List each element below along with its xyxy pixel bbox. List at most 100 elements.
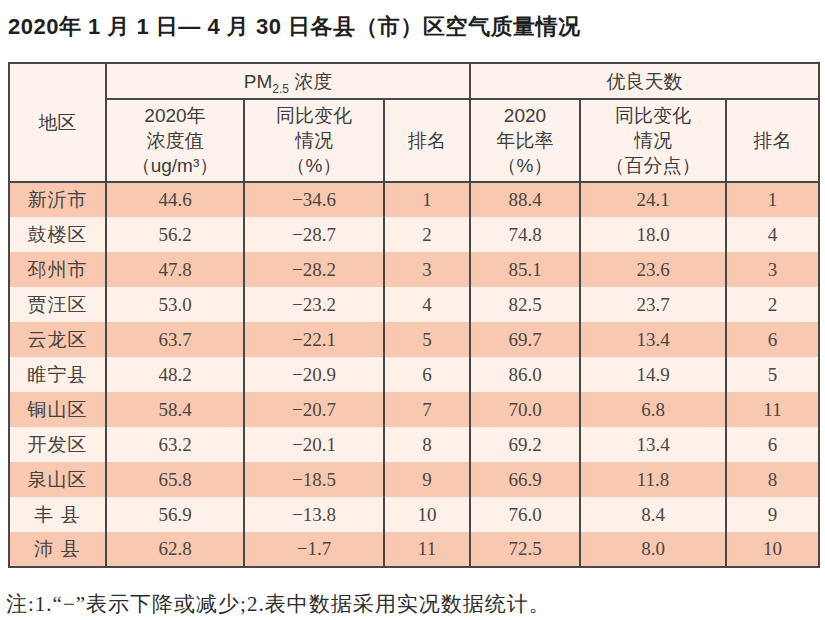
rate-value-cell: 85.1	[470, 252, 580, 287]
pm25-value-cell: 62.8	[106, 532, 244, 567]
pm25-rank-cell: 8	[384, 427, 470, 462]
pm25-value-cell: 56.2	[106, 217, 244, 252]
rate-rank-cell: 6	[726, 427, 819, 462]
rate-change-cell: 23.6	[580, 252, 726, 287]
rate-change-cell: 14.9	[580, 357, 726, 392]
table-row: 邳州市 47.8 −28.2 3 85.1 23.6 3	[9, 252, 819, 287]
rate-rank-cell: 6	[726, 322, 819, 357]
pm25-rank-cell: 10	[384, 497, 470, 532]
table-row: 云龙区 63.7 −22.1 5 69.7 13.4 6	[9, 322, 819, 357]
column-header-rate-change: 同比变化 情况 （百分点）	[580, 99, 726, 182]
rate-change-cell: 8.0	[580, 532, 726, 567]
pm25-rank-cell: 6	[384, 357, 470, 392]
pm25-change-cell: −23.2	[244, 287, 384, 322]
pm25-value-cell: 53.0	[106, 287, 244, 322]
rate-value-cell: 76.0	[470, 497, 580, 532]
rate-change-cell: 24.1	[580, 182, 726, 217]
region-cell: 铜山区	[9, 392, 106, 427]
region-cell: 云龙区	[9, 322, 106, 357]
pm25-label-prefix: PM	[244, 71, 273, 92]
pm25-rank-cell: 5	[384, 322, 470, 357]
region-cell: 新沂市	[9, 182, 106, 217]
table-row: 铜山区 58.4 −20.7 7 70.0 6.8 11	[9, 392, 819, 427]
pm25-rank-cell: 1	[384, 182, 470, 217]
rate-rank-cell: 3	[726, 252, 819, 287]
pm25-rank-cell: 2	[384, 217, 470, 252]
column-header-pm25-rank: 排名	[384, 99, 470, 182]
table-row: 沛 县 62.8 −1.7 11 72.5 8.0 10	[9, 532, 819, 567]
pm25-value-cell: 63.7	[106, 322, 244, 357]
page: 2020年 1 月 1 日— 4 月 30 日各县（市）区空气质量情况 地区 P…	[0, 0, 825, 618]
pm25-value-cell: 48.2	[106, 357, 244, 392]
column-header-pm25-value: 2020年 浓度值 （ug/m³）	[106, 99, 244, 182]
region-cell: 鼓楼区	[9, 217, 106, 252]
rate-change-cell: 8.4	[580, 497, 726, 532]
rate-change-cell: 13.4	[580, 427, 726, 462]
rate-rank-cell: 2	[726, 287, 819, 322]
column-header-pm25-change: 同比变化 情况 （%）	[244, 99, 384, 182]
pm25-label-subscript: 2.5	[272, 81, 289, 95]
column-group-good-days: 优良天数	[470, 63, 819, 99]
table-row: 丰 县 56.9 −13.8 10 76.0 8.4 9	[9, 497, 819, 532]
table-row: 鼓楼区 56.2 −28.7 2 74.8 18.0 4	[9, 217, 819, 252]
region-cell: 开发区	[9, 427, 106, 462]
region-cell: 丰 县	[9, 497, 106, 532]
table-header: 地区 PM2.5 浓度 优良天数 2020年 浓度值 （ug/m³） 同比变化 …	[9, 63, 819, 182]
region-cell: 沛 县	[9, 532, 106, 567]
pm25-value-cell: 65.8	[106, 462, 244, 497]
rate-rank-cell: 8	[726, 462, 819, 497]
pm25-rank-cell: 4	[384, 287, 470, 322]
rate-value-cell: 70.0	[470, 392, 580, 427]
table-row: 开发区 63.2 −20.1 8 69.2 13.4 6	[9, 427, 819, 462]
rate-change-cell: 6.8	[580, 392, 726, 427]
pm25-change-cell: −28.7	[244, 217, 384, 252]
rate-rank-cell: 5	[726, 357, 819, 392]
pm25-change-cell: −28.2	[244, 252, 384, 287]
rate-rank-cell: 9	[726, 497, 819, 532]
table-row: 新沂市 44.6 −34.6 1 88.4 24.1 1	[9, 182, 819, 217]
rate-change-cell: 23.7	[580, 287, 726, 322]
pm25-rank-cell: 3	[384, 252, 470, 287]
rate-change-cell: 13.4	[580, 322, 726, 357]
rate-value-cell: 72.5	[470, 532, 580, 567]
rate-value-cell: 69.2	[470, 427, 580, 462]
pm25-change-cell: −34.6	[244, 182, 384, 217]
rate-value-cell: 66.9	[470, 462, 580, 497]
rate-rank-cell: 11	[726, 392, 819, 427]
column-header-rate-value: 2020 年比率 （%）	[470, 99, 580, 182]
rate-rank-cell: 10	[726, 532, 819, 567]
region-cell: 贾汪区	[9, 287, 106, 322]
pm25-change-cell: −20.1	[244, 427, 384, 462]
pm25-value-cell: 56.9	[106, 497, 244, 532]
region-cell: 睢宁县	[9, 357, 106, 392]
pm25-change-cell: −18.5	[244, 462, 384, 497]
air-quality-table: 地区 PM2.5 浓度 优良天数 2020年 浓度值 （ug/m³） 同比变化 …	[8, 62, 820, 568]
table-row: 睢宁县 48.2 −20.9 6 86.0 14.9 5	[9, 357, 819, 392]
table-body: 新沂市 44.6 −34.6 1 88.4 24.1 1 鼓楼区 56.2 −2…	[9, 182, 819, 567]
pm25-change-cell: −22.1	[244, 322, 384, 357]
pm25-value-cell: 44.6	[106, 182, 244, 217]
pm25-label-suffix: 浓度	[289, 71, 332, 92]
rate-value-cell: 86.0	[470, 357, 580, 392]
rate-value-cell: 69.7	[470, 322, 580, 357]
pm25-change-cell: −20.7	[244, 392, 384, 427]
rate-change-cell: 18.0	[580, 217, 726, 252]
pm25-change-cell: −1.7	[244, 532, 384, 567]
pm25-value-cell: 58.4	[106, 392, 244, 427]
page-title: 2020年 1 月 1 日— 4 月 30 日各县（市）区空气质量情况	[8, 12, 818, 42]
region-cell: 泉山区	[9, 462, 106, 497]
rate-value-cell: 88.4	[470, 182, 580, 217]
rate-value-cell: 82.5	[470, 287, 580, 322]
column-header-rate-rank: 排名	[726, 99, 819, 182]
pm25-rank-cell: 7	[384, 392, 470, 427]
table-row: 贾汪区 53.0 −23.2 4 82.5 23.7 2	[9, 287, 819, 322]
pm25-change-cell: −13.8	[244, 497, 384, 532]
pm25-rank-cell: 11	[384, 532, 470, 567]
table-row: 泉山区 65.8 −18.5 9 66.9 11.8 8	[9, 462, 819, 497]
pm25-value-cell: 47.8	[106, 252, 244, 287]
region-cell: 邳州市	[9, 252, 106, 287]
rate-rank-cell: 1	[726, 182, 819, 217]
column-group-pm25: PM2.5 浓度	[106, 63, 470, 99]
rate-value-cell: 74.8	[470, 217, 580, 252]
column-header-region: 地区	[9, 63, 106, 182]
